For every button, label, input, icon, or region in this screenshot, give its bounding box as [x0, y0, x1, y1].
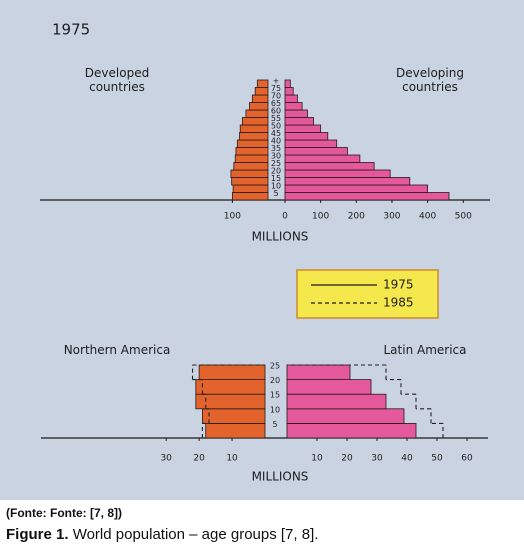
bar: [284, 169, 391, 178]
bar: [236, 139, 269, 148]
age-label: 50: [271, 122, 281, 131]
bar: [230, 169, 269, 178]
caption: Figure 1. World population – age groups …: [6, 526, 318, 543]
x-tick-label: 20: [193, 454, 205, 464]
right-group-label: Developing countries: [396, 66, 464, 94]
bar: [284, 94, 298, 103]
bar: [284, 132, 329, 141]
age-label: 60: [271, 107, 281, 116]
age-label: 30: [271, 152, 281, 161]
bar: [286, 393, 387, 410]
x-tick-label: 0: [282, 212, 288, 222]
bar: [284, 87, 294, 96]
bar: [245, 109, 269, 118]
bar: [195, 379, 266, 395]
age-label: 15: [270, 391, 280, 400]
age-label: 20: [271, 167, 281, 176]
left-group-label: Developed countries: [84, 66, 150, 94]
x-axis-title: MILLIONS: [252, 230, 309, 244]
bar: [239, 124, 269, 133]
bar: [254, 87, 269, 96]
chart-title: 1975: [52, 21, 90, 39]
left-group-label: Northern America: [63, 343, 171, 357]
bar: [233, 162, 269, 171]
age-label: 70: [271, 92, 281, 101]
legend-label: 1975: [383, 278, 414, 292]
bar: [198, 364, 266, 381]
bar: [284, 109, 308, 118]
x-tick-label: 30: [371, 454, 383, 464]
age-label: 35: [271, 144, 281, 153]
x-tick-label: 500: [455, 212, 472, 222]
right-group-label: Latin America: [383, 343, 467, 357]
bar: [256, 79, 269, 88]
bar: [235, 147, 269, 156]
bar: [202, 408, 266, 424]
bar: [284, 192, 450, 201]
age-label: 40: [271, 137, 281, 146]
bar: [231, 177, 269, 186]
bar: [284, 102, 303, 111]
age-label: 65: [271, 99, 281, 108]
legend-label: 1985: [383, 296, 414, 310]
bar: [284, 147, 348, 156]
x-axis-title: MILLIONS: [252, 470, 309, 484]
age-label: 5: [272, 420, 277, 429]
bar: [284, 79, 291, 88]
x-tick-label: 60: [461, 454, 473, 464]
bar: [231, 192, 269, 201]
age-label: 15: [271, 174, 281, 183]
age-label: 20: [270, 376, 280, 385]
bar: [241, 117, 269, 126]
bar: [286, 379, 372, 395]
bar: [284, 139, 338, 148]
legend-box: [296, 269, 439, 319]
x-tick-label: 10: [226, 454, 238, 464]
caption-label: Figure 1.: [6, 526, 69, 543]
age-label: 25: [271, 159, 281, 168]
x-tick-label: 300: [383, 212, 400, 222]
age-label: 45: [271, 129, 281, 138]
x-tick-label: 40: [401, 454, 413, 464]
age-label: 10: [271, 182, 281, 191]
bar: [284, 177, 411, 186]
x-tick-label: 200: [348, 212, 365, 222]
age-label: 5: [273, 189, 278, 198]
bar: [286, 364, 351, 381]
age-label: 55: [271, 114, 281, 123]
bar: [286, 422, 417, 439]
age-label: 75: [271, 84, 281, 93]
caption-source: (Fonte: Fonte: [7, 8]): [6, 506, 122, 520]
caption-text: World population – age groups [7, 8].: [72, 526, 319, 543]
x-tick-label: 20: [341, 454, 353, 464]
chart-panel: 1975 100 0 100 200 300 400 500MILLIONS51015202…: [0, 0, 524, 500]
bar: [234, 154, 269, 163]
bar: [286, 408, 405, 424]
bar: [249, 102, 269, 111]
age-label: 25: [270, 362, 280, 371]
bar: [284, 124, 322, 133]
bar: [251, 94, 269, 103]
x-tick-label: 100: [312, 212, 329, 222]
bar: [284, 154, 361, 163]
x-tick-label: 10: [311, 454, 323, 464]
bar: [205, 422, 266, 439]
age-label: 10: [270, 405, 280, 414]
bar: [284, 162, 375, 171]
age-label: +: [273, 77, 280, 86]
bar: [284, 117, 314, 126]
x-tick-label: 400: [419, 212, 436, 222]
x-tick-label: 100: [224, 212, 241, 222]
bar: [284, 184, 429, 193]
bar: [232, 184, 269, 193]
bar: [239, 132, 269, 141]
x-tick-label: 30: [160, 454, 172, 464]
x-tick-label: 50: [431, 454, 443, 464]
